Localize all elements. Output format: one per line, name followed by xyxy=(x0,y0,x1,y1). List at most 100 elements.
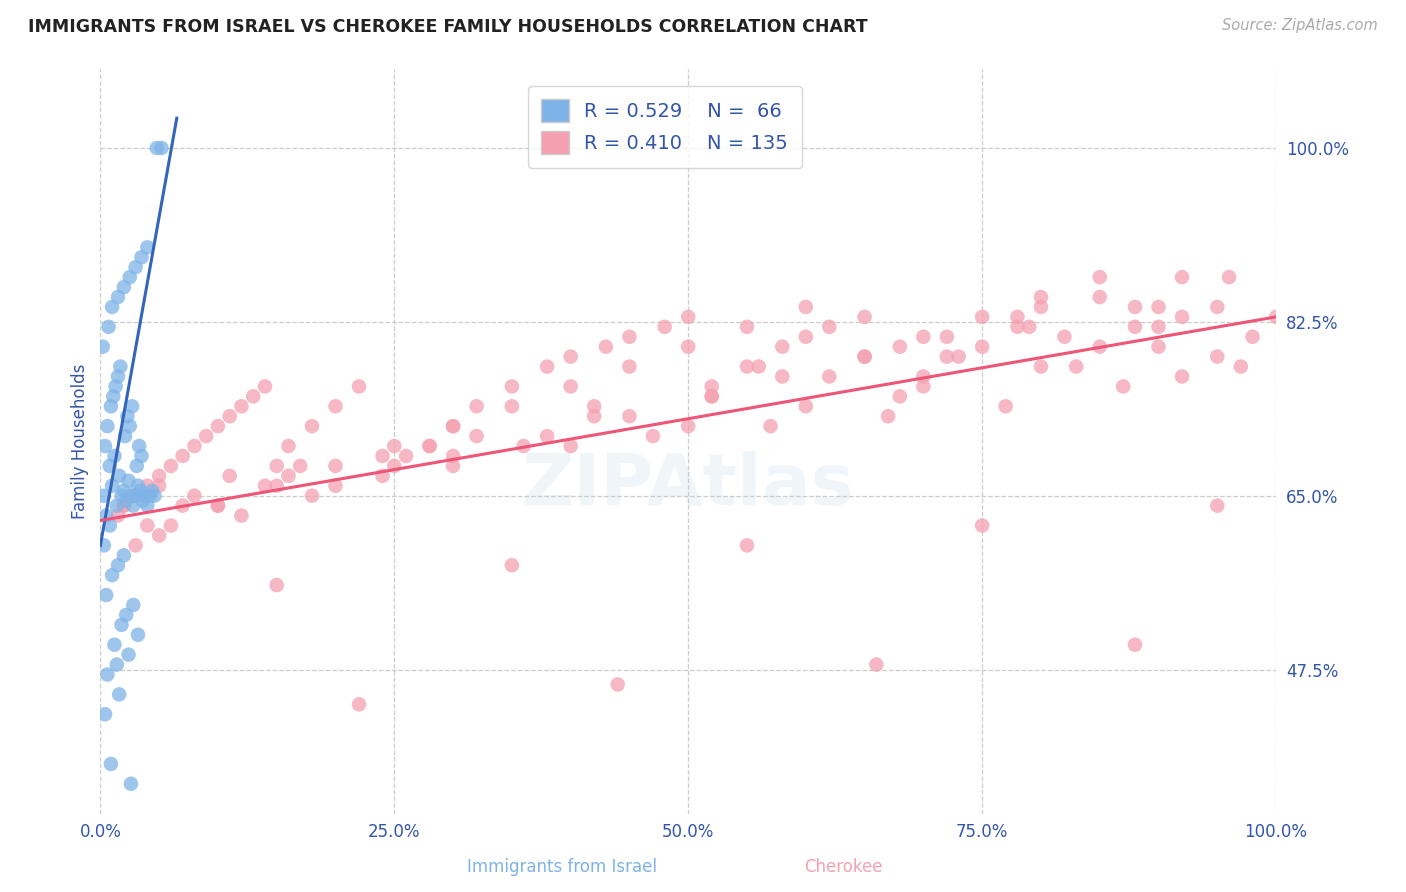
Point xyxy=(101,568,124,582)
Point xyxy=(118,270,141,285)
Text: IMMIGRANTS FROM ISRAEL VS CHEROKEE FAMILY HOUSEHOLDS CORRELATION CHART: IMMIGRANTS FROM ISRAEL VS CHEROKEE FAMIL… xyxy=(28,18,868,36)
Point xyxy=(122,499,145,513)
Point xyxy=(512,439,534,453)
Point xyxy=(889,389,911,403)
Point xyxy=(290,458,312,473)
Point xyxy=(465,399,488,413)
Point xyxy=(536,359,558,374)
Point xyxy=(148,468,170,483)
Point xyxy=(301,419,323,434)
Point xyxy=(129,483,152,498)
Legend: R = 0.529    N =  66, R = 0.410    N = 135: R = 0.529 N = 66, R = 0.410 N = 135 xyxy=(527,86,801,168)
Point xyxy=(207,499,229,513)
Point xyxy=(120,777,142,791)
Point xyxy=(536,429,558,443)
Point xyxy=(654,319,676,334)
Point xyxy=(172,449,194,463)
Point xyxy=(266,458,288,473)
Point xyxy=(735,538,758,552)
Point xyxy=(124,489,146,503)
Point xyxy=(101,300,124,314)
Point xyxy=(770,369,793,384)
Point xyxy=(676,419,699,434)
Point xyxy=(242,389,264,403)
Point xyxy=(131,493,153,508)
Point xyxy=(98,458,121,473)
Point xyxy=(120,489,142,503)
Point xyxy=(128,439,150,453)
Point xyxy=(972,340,994,354)
Point xyxy=(127,628,149,642)
Point xyxy=(371,468,394,483)
Point xyxy=(818,369,841,384)
Point xyxy=(770,340,793,354)
Point xyxy=(583,409,606,424)
Point xyxy=(1206,499,1229,513)
Point xyxy=(395,449,418,463)
Point xyxy=(141,483,163,498)
Point xyxy=(94,439,117,453)
Point xyxy=(93,538,115,552)
Point xyxy=(124,489,146,503)
Point xyxy=(1088,340,1111,354)
Point xyxy=(1029,290,1052,304)
Point xyxy=(136,518,159,533)
Point xyxy=(501,379,523,393)
Point xyxy=(96,588,118,602)
Point xyxy=(146,141,169,155)
Point xyxy=(371,449,394,463)
Point xyxy=(107,369,129,384)
Point xyxy=(1123,638,1146,652)
Text: Immigrants from Israel: Immigrants from Israel xyxy=(467,858,658,876)
Point xyxy=(1147,300,1170,314)
Point xyxy=(794,330,817,344)
Point xyxy=(110,359,132,374)
Point xyxy=(1007,319,1029,334)
Text: Source: ZipAtlas.com: Source: ZipAtlas.com xyxy=(1222,18,1378,33)
Point xyxy=(112,499,135,513)
Point xyxy=(1265,310,1288,324)
Point xyxy=(207,499,229,513)
Point xyxy=(1053,330,1076,344)
Point xyxy=(131,250,153,264)
Point xyxy=(1112,379,1135,393)
Text: Cherokee: Cherokee xyxy=(804,858,883,876)
Point xyxy=(1147,319,1170,334)
Point xyxy=(104,379,127,393)
Point xyxy=(93,489,115,503)
Point xyxy=(912,379,935,393)
Point xyxy=(110,489,132,503)
Point xyxy=(735,359,758,374)
Point xyxy=(195,429,218,443)
Point xyxy=(136,240,159,254)
Point xyxy=(560,379,582,393)
Point xyxy=(117,409,139,424)
Point xyxy=(1018,319,1040,334)
Point xyxy=(325,399,347,413)
Point xyxy=(1218,270,1240,285)
Point xyxy=(94,707,117,722)
Point xyxy=(818,319,841,334)
Point xyxy=(160,518,183,533)
Point xyxy=(118,419,141,434)
Point xyxy=(441,449,464,463)
Point xyxy=(1171,270,1194,285)
Point xyxy=(865,657,887,672)
Point xyxy=(441,458,464,473)
Point xyxy=(794,399,817,413)
Point xyxy=(935,350,957,364)
Point xyxy=(948,350,970,364)
Point xyxy=(115,493,138,508)
Point xyxy=(124,538,146,552)
Point xyxy=(172,499,194,513)
Point xyxy=(112,549,135,563)
Point xyxy=(641,429,664,443)
Point xyxy=(935,330,957,344)
Point xyxy=(160,458,183,473)
Point xyxy=(108,687,131,701)
Point xyxy=(105,657,128,672)
Point xyxy=(501,558,523,573)
Point xyxy=(96,508,118,523)
Point xyxy=(1171,310,1194,324)
Point xyxy=(131,449,153,463)
